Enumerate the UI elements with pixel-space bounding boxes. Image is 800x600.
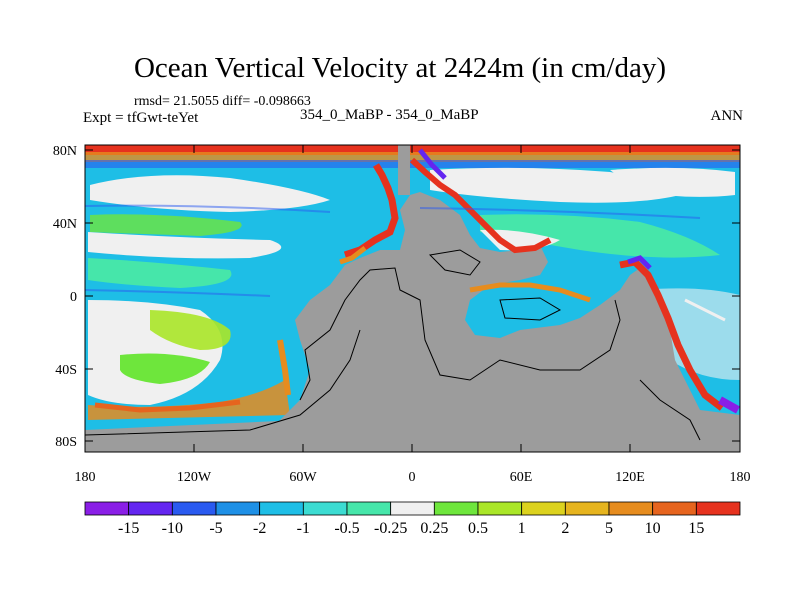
colorbar-swatch [521, 501, 566, 516]
colorbar-swatch [477, 501, 523, 516]
lat-tick-label: 40S [55, 363, 77, 378]
colorbar-label: 1 [518, 520, 526, 537]
colorbar-swatch [695, 501, 741, 516]
page-title: Ocean Vertical Velocity at 2424m (in cm/… [133, 52, 667, 84]
colorbar-label: 5 [605, 520, 613, 537]
colorbar-swatch [390, 501, 435, 516]
lat-tick-label: 80S [55, 435, 77, 450]
experiment-label: Expt = tfGwt-teYet [83, 110, 199, 126]
lon-tick-label: 0 [409, 470, 416, 485]
lon-tick-label: 180 [75, 470, 96, 485]
lon-tick-label: 60W [289, 470, 317, 485]
colorbar-label: -1 [297, 520, 310, 537]
colorbar-label: 0.5 [468, 520, 488, 537]
colorbar-label: -0.5 [334, 520, 359, 537]
colorbar-swatch [346, 501, 392, 516]
lat-tick-label: 40N [53, 217, 77, 232]
colorbar-label: -5 [209, 520, 222, 537]
colorbar-label: 10 [645, 520, 661, 537]
colorbar-label: -15 [118, 520, 139, 537]
colorbar-swatch [84, 501, 130, 516]
lon-axis [84, 145, 631, 452]
colorbar-swatch [564, 501, 610, 516]
colorbar-swatch [652, 501, 697, 516]
colorbar-label: 15 [688, 520, 704, 537]
lon-tick-label: 120W [177, 470, 212, 485]
colorbar-label: -10 [162, 520, 183, 537]
lat-axis [85, 149, 740, 442]
coastline-contours [85, 249, 701, 441]
colorbar-label: -0.25 [374, 520, 407, 537]
colorbar-swatch [215, 501, 261, 516]
lon-tick-label: 120E [615, 470, 645, 485]
colorbar-label: -2 [253, 520, 266, 537]
colorbar-swatch [608, 501, 654, 516]
lat-tick-label: 80N [53, 144, 77, 159]
colorbar-swatch [302, 501, 348, 516]
stats-label: rmsd= 21.5055 diff= -0.098663 [134, 94, 311, 109]
antarctic-land [85, 415, 740, 452]
map-plot-area [85, 145, 740, 452]
colorbar-label: 0.25 [420, 520, 448, 537]
colorbar-label: 2 [561, 520, 569, 537]
colorbar-swatch [171, 501, 217, 516]
season-label: ANN [710, 108, 744, 124]
lon-tick-label: 60E [510, 470, 533, 485]
land-mass [280, 192, 740, 452]
lon-tick-label: 180 [730, 470, 751, 485]
colorbar-swatch [259, 501, 304, 516]
lat-tick-label: 0 [70, 290, 77, 305]
colorbar-swatch [128, 501, 173, 516]
comparison-label: 354_0_MaBP - 354_0_MaBP [300, 107, 479, 123]
colorbar-swatch [433, 501, 479, 516]
colorbar: -15 -10 -5 -2 -1 -0.5 -0.25 0.25 0.5 1 2 5 10 15 [84, 501, 741, 537]
coastal-upwelling [94, 148, 740, 414]
